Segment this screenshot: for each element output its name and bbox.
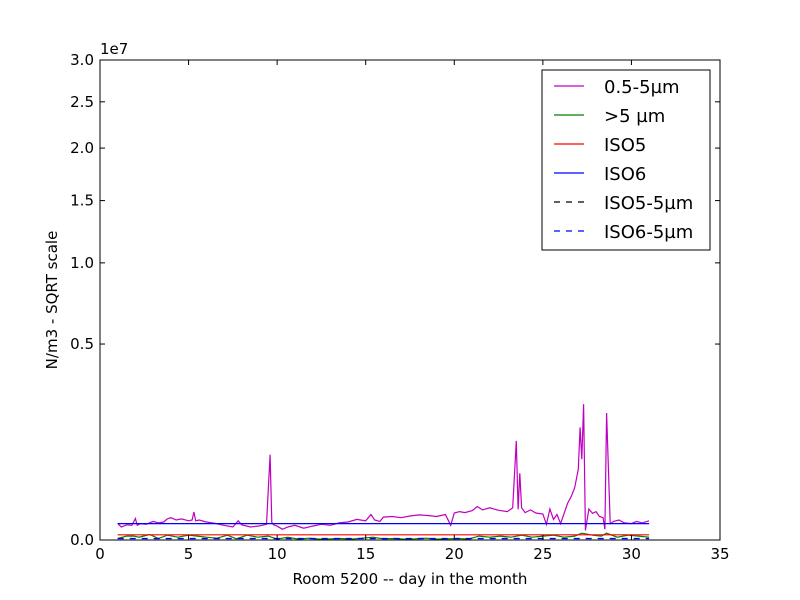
legend-label: ISO5-5µm <box>604 193 693 214</box>
x-tick-label: 5 <box>184 545 194 563</box>
y-axis-label: N/m3 - SQRT scale <box>43 231 61 370</box>
y-tick-label: 2.5 <box>70 93 94 111</box>
series-line-0 <box>117 404 650 531</box>
series-layer <box>117 404 650 540</box>
y-offset-text: 1e7 <box>100 40 128 58</box>
x-tick-label: 25 <box>533 545 552 563</box>
tick-layer: 0 5 10 15 20 25 30 35 0.0 0.5 1.0 1.5 2.0 2.5 3.0 <box>70 51 729 563</box>
x-tick-label: 30 <box>622 545 641 563</box>
y-tick-label: 0.0 <box>70 531 94 549</box>
x-tick-label: 15 <box>356 545 375 563</box>
legend-label: ISO6 <box>604 164 646 185</box>
legend: 0.5-5µm >5 µm ISO5 ISO6 ISO5-5µm ISO6-5µm <box>541 69 711 251</box>
y-tick-label: 1.5 <box>70 192 94 210</box>
x-tick-label: 0 <box>95 545 105 563</box>
x-tick-label: 20 <box>445 545 464 563</box>
legend-label: >5 µm <box>604 106 665 127</box>
y-tick-label: 1.0 <box>70 254 94 272</box>
legend-label: ISO6-5µm <box>604 222 693 243</box>
x-axis-label: Room 5200 -- day in the month <box>293 570 528 588</box>
legend-label: ISO5 <box>604 135 646 156</box>
y-tick-label: 2.0 <box>70 139 94 157</box>
legend-label: 0.5-5µm <box>604 77 680 98</box>
plot-frame <box>99 59 721 541</box>
y-tick-label: 3.0 <box>70 51 94 69</box>
x-tick-label: 35 <box>710 545 729 563</box>
x-tick-label: 10 <box>268 545 287 563</box>
y-tick-label: 0.5 <box>70 335 94 353</box>
legend-box <box>541 69 711 251</box>
